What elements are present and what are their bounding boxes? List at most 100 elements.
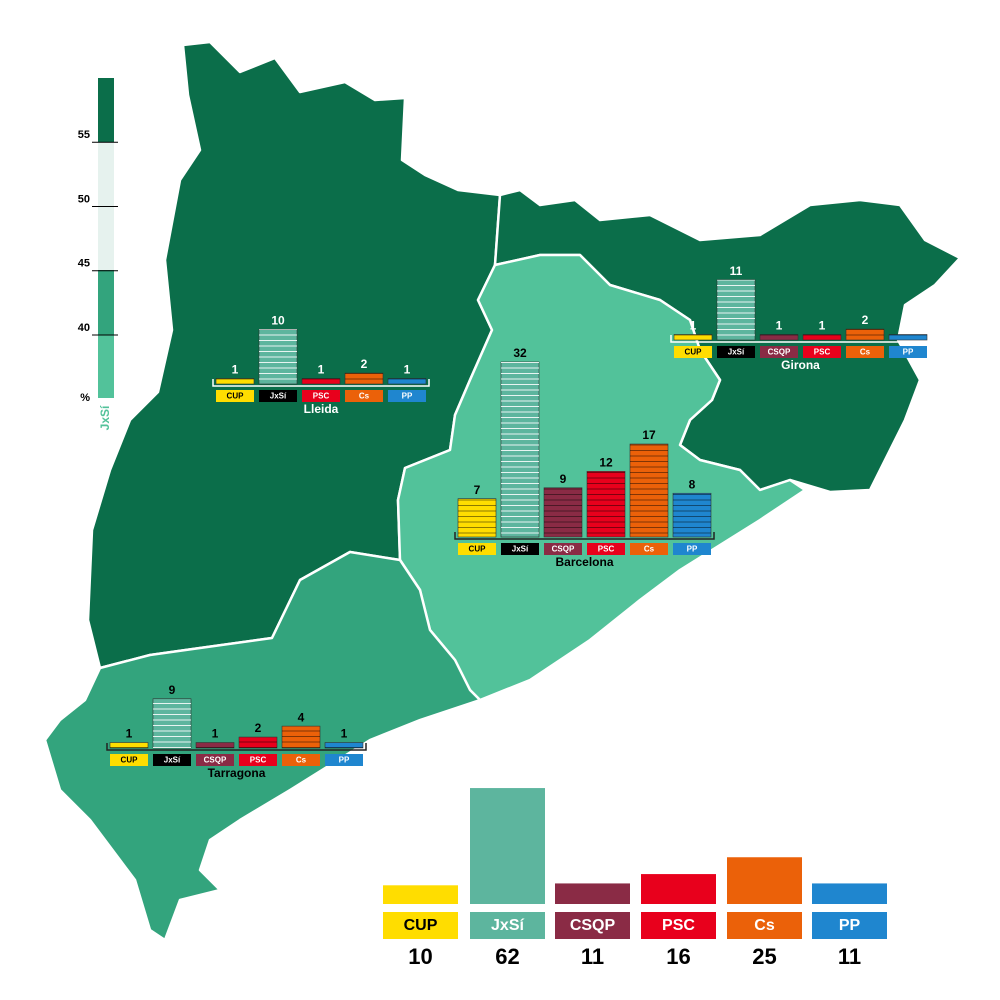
party-label-box	[458, 543, 496, 555]
total-party-label: CUP	[404, 917, 438, 934]
bar-bracket	[212, 379, 430, 387]
seat-bar-hatch	[239, 737, 277, 748]
party-label-box	[889, 346, 927, 358]
total-seat-count: 16	[666, 944, 690, 969]
party-label: PSC	[814, 348, 831, 357]
party-label-box	[630, 543, 668, 555]
seat-count: 1	[819, 319, 826, 333]
total-party-label: CSQP	[570, 917, 616, 934]
party-label: PSC	[598, 545, 615, 554]
seat-bar-hatch	[717, 279, 755, 340]
total-label-box	[727, 912, 802, 939]
seat-bar-hatch	[153, 698, 191, 748]
bar-bracket	[670, 335, 931, 343]
seat-count: 1	[905, 319, 912, 333]
seat-count: 2	[255, 721, 262, 735]
party-label-box	[544, 543, 582, 555]
region-name: Tarragona	[208, 766, 266, 780]
seat-count: 2	[862, 313, 869, 327]
legend-bin	[98, 270, 114, 335]
seat-bar-hatch	[501, 361, 539, 537]
party-label-box	[673, 543, 711, 555]
party-label: PSC	[313, 392, 330, 401]
party-label: CSQP	[204, 756, 227, 765]
total-label-box	[555, 912, 630, 939]
seat-bar-hatch	[544, 487, 582, 537]
total-bar	[641, 874, 716, 904]
legend-unit: %	[80, 392, 90, 404]
party-label: CUP	[227, 392, 245, 401]
party-label-box	[587, 543, 625, 555]
party-label: CUP	[469, 545, 487, 554]
party-label: Cs	[860, 348, 871, 357]
seat-count: 9	[560, 472, 567, 486]
party-label: Cs	[359, 392, 370, 401]
total-seat-count: 10	[408, 944, 432, 969]
region-name: Lleida	[304, 402, 339, 416]
seat-bar-hatch	[259, 329, 297, 384]
seat-count: 11	[730, 264, 743, 278]
seat-count: 1	[690, 319, 697, 333]
total-seat-count: 62	[495, 944, 519, 969]
legend-tick-label: 45	[78, 258, 90, 270]
party-label-box	[388, 390, 426, 402]
seat-count: 2	[361, 357, 368, 371]
party-label-box	[259, 390, 297, 402]
party-label: PSC	[250, 756, 267, 765]
party-label: PP	[687, 545, 698, 554]
bar-bracket	[106, 743, 367, 751]
total-bar	[812, 883, 887, 904]
seat-bar-hatch	[630, 444, 668, 537]
seat-count: 1	[212, 727, 219, 741]
total-bar	[470, 788, 545, 904]
party-label-box	[110, 754, 148, 766]
party-label-box	[717, 346, 755, 358]
region-name: Barcelona	[555, 555, 613, 569]
legend-tick-label: 50	[78, 193, 90, 205]
seat-bar-hatch	[673, 493, 711, 537]
party-label-box	[302, 390, 340, 402]
seat-bar-hatch	[587, 471, 625, 537]
seat-bar-hatch	[196, 742, 234, 748]
party-label: PP	[903, 348, 914, 357]
seat-bar-hatch	[345, 373, 383, 384]
total-party-label: JxSí	[491, 917, 524, 934]
region-name: Girona	[781, 358, 820, 372]
party-label: JxSí	[512, 545, 529, 554]
seat-count: 17	[642, 428, 656, 442]
seat-bar-hatch	[889, 334, 927, 340]
seat-count: 10	[271, 313, 285, 327]
seat-count: 1	[341, 727, 348, 741]
seat-count: 1	[776, 319, 783, 333]
seat-count: 32	[513, 346, 527, 360]
total-seat-count: 11	[838, 944, 861, 969]
seat-count: 1	[126, 727, 133, 741]
total-label-box	[383, 912, 458, 939]
total-party-label: PP	[839, 917, 861, 934]
total-bar	[383, 885, 458, 904]
seat-bar-hatch	[325, 742, 363, 748]
legend-bin	[98, 335, 114, 398]
party-label: JxSí	[164, 756, 181, 765]
party-label: Cs	[644, 545, 655, 554]
total-bar	[555, 883, 630, 904]
party-label-box	[345, 390, 383, 402]
seat-bar-hatch	[388, 378, 426, 384]
seat-bar-hatch	[458, 498, 496, 537]
seat-bar-hatch	[110, 742, 148, 748]
party-label-box	[239, 754, 277, 766]
seat-bar-hatch	[674, 334, 712, 340]
party-label: CUP	[685, 348, 703, 357]
total-party-label: Cs	[754, 917, 775, 934]
seat-count: 9	[169, 683, 176, 697]
legend-tick-label: 55	[78, 129, 90, 141]
bar-bracket	[454, 532, 715, 540]
party-label: CUP	[121, 756, 139, 765]
party-label: Cs	[296, 756, 307, 765]
party-label: PP	[339, 756, 350, 765]
party-label-box	[325, 754, 363, 766]
party-label-box	[803, 346, 841, 358]
party-label-box	[282, 754, 320, 766]
seat-bar-hatch	[760, 334, 798, 340]
